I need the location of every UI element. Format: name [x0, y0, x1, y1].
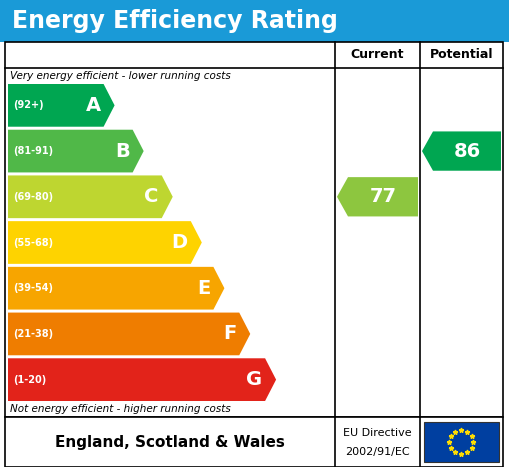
Polygon shape — [8, 130, 144, 172]
Text: (21-38): (21-38) — [13, 329, 53, 339]
Text: (69-80): (69-80) — [13, 192, 53, 202]
Text: Current: Current — [351, 49, 404, 62]
Text: Very energy efficient - lower running costs: Very energy efficient - lower running co… — [10, 71, 231, 81]
Text: Energy Efficiency Rating: Energy Efficiency Rating — [12, 9, 338, 33]
Text: A: A — [86, 96, 101, 115]
Text: F: F — [223, 325, 236, 343]
Text: England, Scotland & Wales: England, Scotland & Wales — [55, 434, 285, 450]
Text: Potential: Potential — [430, 49, 493, 62]
Polygon shape — [8, 84, 115, 127]
Text: 86: 86 — [454, 142, 480, 161]
Text: G: G — [246, 370, 262, 389]
Text: EU Directive: EU Directive — [343, 429, 412, 439]
Text: E: E — [197, 279, 210, 298]
Text: (39-54): (39-54) — [13, 283, 53, 293]
Text: C: C — [145, 187, 159, 206]
Text: (55-68): (55-68) — [13, 238, 53, 248]
Polygon shape — [422, 131, 501, 171]
Bar — [424, 422, 499, 462]
Bar — [5, 417, 503, 467]
Text: B: B — [115, 142, 130, 161]
Text: (1-20): (1-20) — [13, 375, 46, 385]
Text: 2002/91/EC: 2002/91/EC — [345, 447, 410, 457]
Bar — [0, 0, 509, 42]
Bar — [5, 42, 503, 417]
Text: 77: 77 — [370, 187, 397, 206]
Text: (81-91): (81-91) — [13, 146, 53, 156]
Text: (92+): (92+) — [13, 100, 44, 110]
Polygon shape — [8, 358, 276, 401]
Text: D: D — [172, 233, 188, 252]
Polygon shape — [8, 312, 250, 355]
Polygon shape — [8, 267, 224, 310]
Polygon shape — [337, 177, 418, 216]
Polygon shape — [8, 221, 202, 264]
Polygon shape — [8, 176, 173, 218]
Text: Not energy efficient - higher running costs: Not energy efficient - higher running co… — [10, 404, 231, 414]
